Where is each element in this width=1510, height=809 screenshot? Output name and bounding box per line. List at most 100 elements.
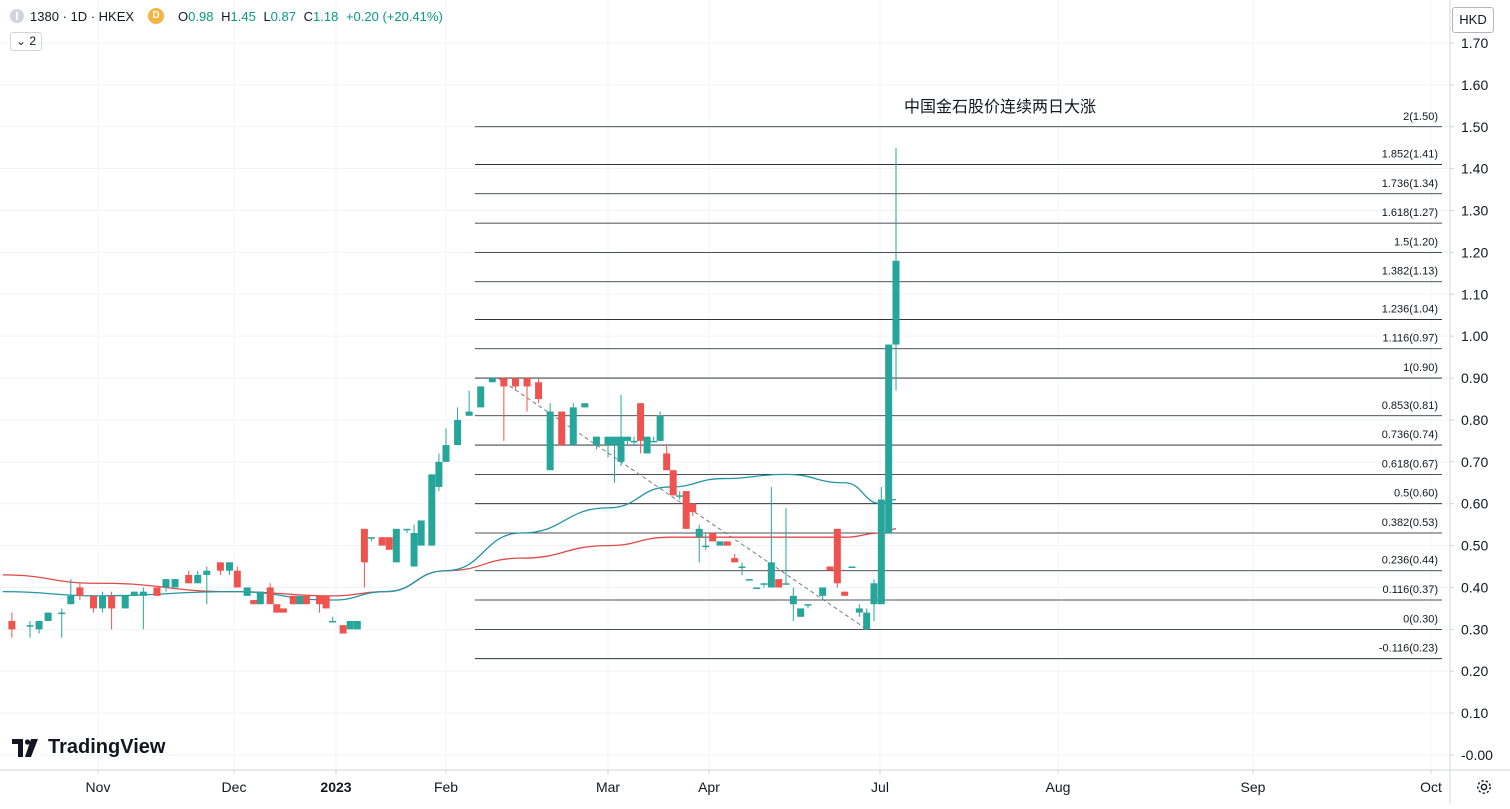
candle xyxy=(723,541,731,546)
candle xyxy=(885,344,893,534)
candle-body xyxy=(302,595,310,605)
time-tick-label: 2023 xyxy=(320,779,351,795)
candle-body xyxy=(392,528,400,563)
candle xyxy=(194,570,202,584)
candle xyxy=(569,403,577,446)
candle-body xyxy=(656,415,664,441)
candle-body xyxy=(841,591,849,596)
candle xyxy=(782,507,790,585)
candle xyxy=(353,620,361,630)
settings-gear-icon[interactable] xyxy=(1474,777,1494,797)
time-tick-label: Aug xyxy=(1046,779,1071,795)
candle xyxy=(775,579,783,588)
candle-body xyxy=(767,562,775,588)
candle-body xyxy=(273,604,281,613)
candle xyxy=(892,147,900,391)
close-value: 1.18 xyxy=(313,8,339,24)
candle xyxy=(289,595,297,605)
fib-level-label: 1.618(1.27) xyxy=(1382,207,1438,219)
symbol-legend: 1380 · 1D · HKEX D O0.98 H1.45 L0.87 C1.… xyxy=(10,8,447,24)
candle-body xyxy=(477,386,485,408)
candle xyxy=(731,553,739,563)
candle xyxy=(650,436,658,443)
indicators-collapse-button[interactable]: ⌄ 2 xyxy=(10,32,42,51)
candle xyxy=(410,524,418,567)
candles xyxy=(8,147,900,638)
candle-body xyxy=(523,378,531,387)
candle-body xyxy=(819,587,827,596)
candle xyxy=(108,591,116,630)
candle xyxy=(841,591,849,596)
candle xyxy=(870,579,878,621)
candle-body xyxy=(385,537,393,550)
symbol-logo-icon xyxy=(10,9,24,23)
candle xyxy=(225,562,233,575)
candle xyxy=(877,486,885,605)
candle xyxy=(273,604,281,613)
candle-body xyxy=(604,436,612,446)
candle xyxy=(442,428,450,462)
data-status-badge[interactable]: D xyxy=(148,8,165,24)
candle xyxy=(702,533,710,550)
price-tick-label: 0.90 xyxy=(1461,370,1488,386)
candle xyxy=(604,436,612,458)
candle-body xyxy=(709,533,717,542)
fib-level-label: 0.382(0.53) xyxy=(1382,517,1438,529)
fib-level-label: 0(0.30) xyxy=(1403,613,1438,625)
ma-slow-line xyxy=(2,528,897,597)
candle xyxy=(511,378,519,391)
candle-body xyxy=(833,528,841,584)
candle xyxy=(26,620,34,638)
candle-body xyxy=(454,419,462,446)
candle-body xyxy=(885,344,893,534)
low-value: 0.87 xyxy=(270,8,296,24)
tradingview-logo[interactable]: TradingView xyxy=(12,736,165,759)
candle xyxy=(682,491,690,529)
grid xyxy=(0,0,1450,770)
candle xyxy=(797,608,805,617)
fib-level-label: 0.236(0.44) xyxy=(1382,555,1438,567)
candle xyxy=(250,600,258,605)
candle xyxy=(643,436,651,454)
time-tick-label: Sep xyxy=(1241,779,1266,795)
candle-body xyxy=(511,378,519,387)
candle-body xyxy=(322,595,330,609)
candle-body xyxy=(617,436,625,462)
candle xyxy=(833,528,841,588)
symbol-title[interactable]: 1380 · 1D · HKEX xyxy=(30,8,135,24)
price-tick-label: 1.10 xyxy=(1461,286,1488,302)
candle-body xyxy=(35,620,43,630)
candle-body xyxy=(346,620,354,630)
high-value: 1.45 xyxy=(230,8,256,24)
candle-body xyxy=(592,436,600,446)
candle-body xyxy=(353,620,361,630)
candle-body xyxy=(339,625,347,634)
candle-body xyxy=(233,570,241,588)
candle-body xyxy=(329,620,337,623)
candle xyxy=(535,378,543,404)
candle-body xyxy=(26,625,34,627)
fib-trend-line xyxy=(497,377,868,630)
candle xyxy=(243,587,251,596)
candle-body xyxy=(67,595,75,605)
candle xyxy=(454,407,462,446)
currency-button[interactable]: HKD xyxy=(1452,7,1494,33)
tradingview-logo-icon xyxy=(12,738,38,757)
candle xyxy=(378,537,386,546)
candle-body xyxy=(723,541,731,546)
candle xyxy=(753,587,761,589)
time-tick-label: Apr xyxy=(698,779,720,795)
candle-body xyxy=(624,436,632,441)
candle-body xyxy=(738,566,746,569)
candle xyxy=(617,394,625,467)
candle-body xyxy=(826,566,834,571)
candle-body xyxy=(689,503,697,513)
candle xyxy=(695,524,703,563)
tradingview-wordmark: TradingView xyxy=(48,736,166,758)
candle-body xyxy=(99,595,107,609)
candle-body xyxy=(279,608,287,613)
candle-body xyxy=(760,583,768,585)
fib-level-label: 1.852(1.41) xyxy=(1382,148,1438,160)
candle-body xyxy=(442,445,450,462)
